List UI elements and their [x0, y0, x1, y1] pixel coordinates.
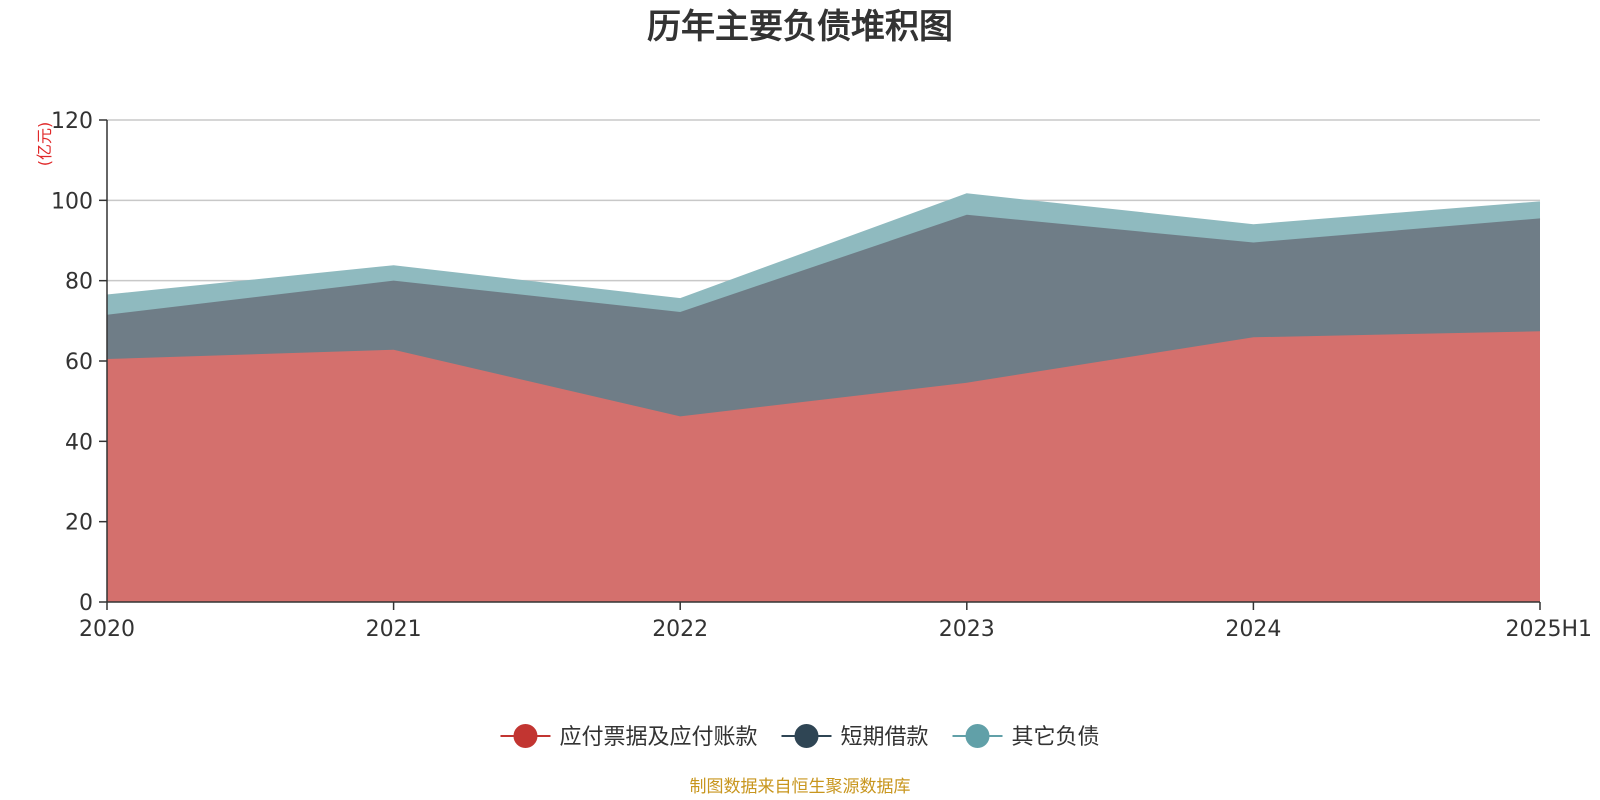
legend-marker-2 [965, 724, 990, 748]
y-tick-label-80: 80 [65, 270, 93, 295]
y-tick-label-120: 120 [51, 109, 93, 134]
x-tick-label-2021: 2021 [366, 617, 422, 642]
legend-marker-1 [794, 724, 819, 748]
area-series-1[interactable] [107, 214, 1540, 417]
y-tick-label-100: 100 [51, 189, 93, 214]
axes: 0 20 40 60 80 100 120 2020 2021 2022 2023 2024 2025H… [51, 109, 1592, 642]
y-tick-label-20: 20 [65, 511, 93, 536]
x-tick-label-2023: 2023 [939, 617, 995, 642]
chart-title: 历年主要负债堆积图 [647, 7, 953, 47]
legend-label-1: 短期借款 [840, 725, 928, 750]
legend-item-2[interactable]: 其它负债 [952, 724, 1100, 750]
x-tick-label-2020: 2020 [79, 617, 135, 642]
area-series [106, 193, 1541, 602]
legend-marker-0 [513, 724, 538, 748]
x-tick-label-2022: 2022 [652, 617, 708, 642]
y-tick-label-0: 0 [79, 591, 93, 616]
y-tick-label-60: 60 [65, 350, 93, 375]
area-series-2[interactable] [107, 194, 1540, 315]
area-line-2 [106, 193, 1541, 301]
x-tick-label-2024: 2024 [1225, 617, 1281, 642]
legend-item-1[interactable]: 短期借款 [781, 724, 929, 750]
y-axis-unit-label: (亿元) [35, 122, 54, 167]
area-series-0[interactable] [107, 331, 1540, 602]
y-tick-label-40: 40 [65, 430, 93, 455]
legend-label-2: 其它负债 [1012, 725, 1100, 750]
data-source-note: 制图数据来自恒生聚源数据库 [690, 777, 911, 797]
legend-label-0: 应付票据及应付账款 [559, 725, 757, 750]
legend[interactable]: 应付票据及应付账款 短期借款 其它负债 [500, 724, 1100, 750]
legend-item-0[interactable]: 应付票据及应付账款 [500, 724, 757, 750]
x-tick-label-2025H1: 2025H1 [1505, 617, 1592, 642]
